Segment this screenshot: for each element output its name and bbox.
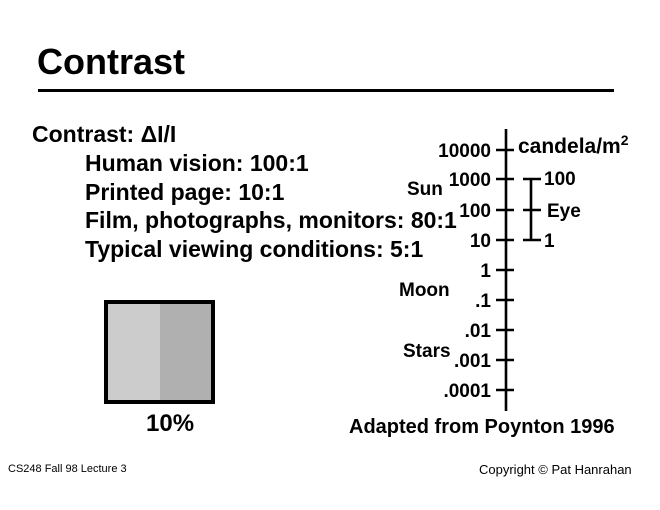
svg-text:10: 10 <box>470 231 491 252</box>
svg-text:.0001: .0001 <box>443 381 491 402</box>
svg-text:100: 100 <box>544 169 576 190</box>
svg-text:Moon: Moon <box>399 280 450 301</box>
svg-text:candela/m2: candela/m2 <box>518 132 629 158</box>
svg-text:10000: 10000 <box>438 141 491 162</box>
svg-text:1000: 1000 <box>449 170 491 191</box>
svg-text:.01: .01 <box>465 321 492 342</box>
svg-text:.1: .1 <box>475 291 491 312</box>
svg-text:1: 1 <box>544 231 555 252</box>
svg-text:Sun: Sun <box>407 179 443 200</box>
svg-text:1: 1 <box>480 261 491 282</box>
svg-text:Eye: Eye <box>547 201 581 222</box>
svg-text:Stars: Stars <box>403 341 451 362</box>
svg-text:100: 100 <box>459 201 491 222</box>
svg-text:.001: .001 <box>454 351 491 372</box>
